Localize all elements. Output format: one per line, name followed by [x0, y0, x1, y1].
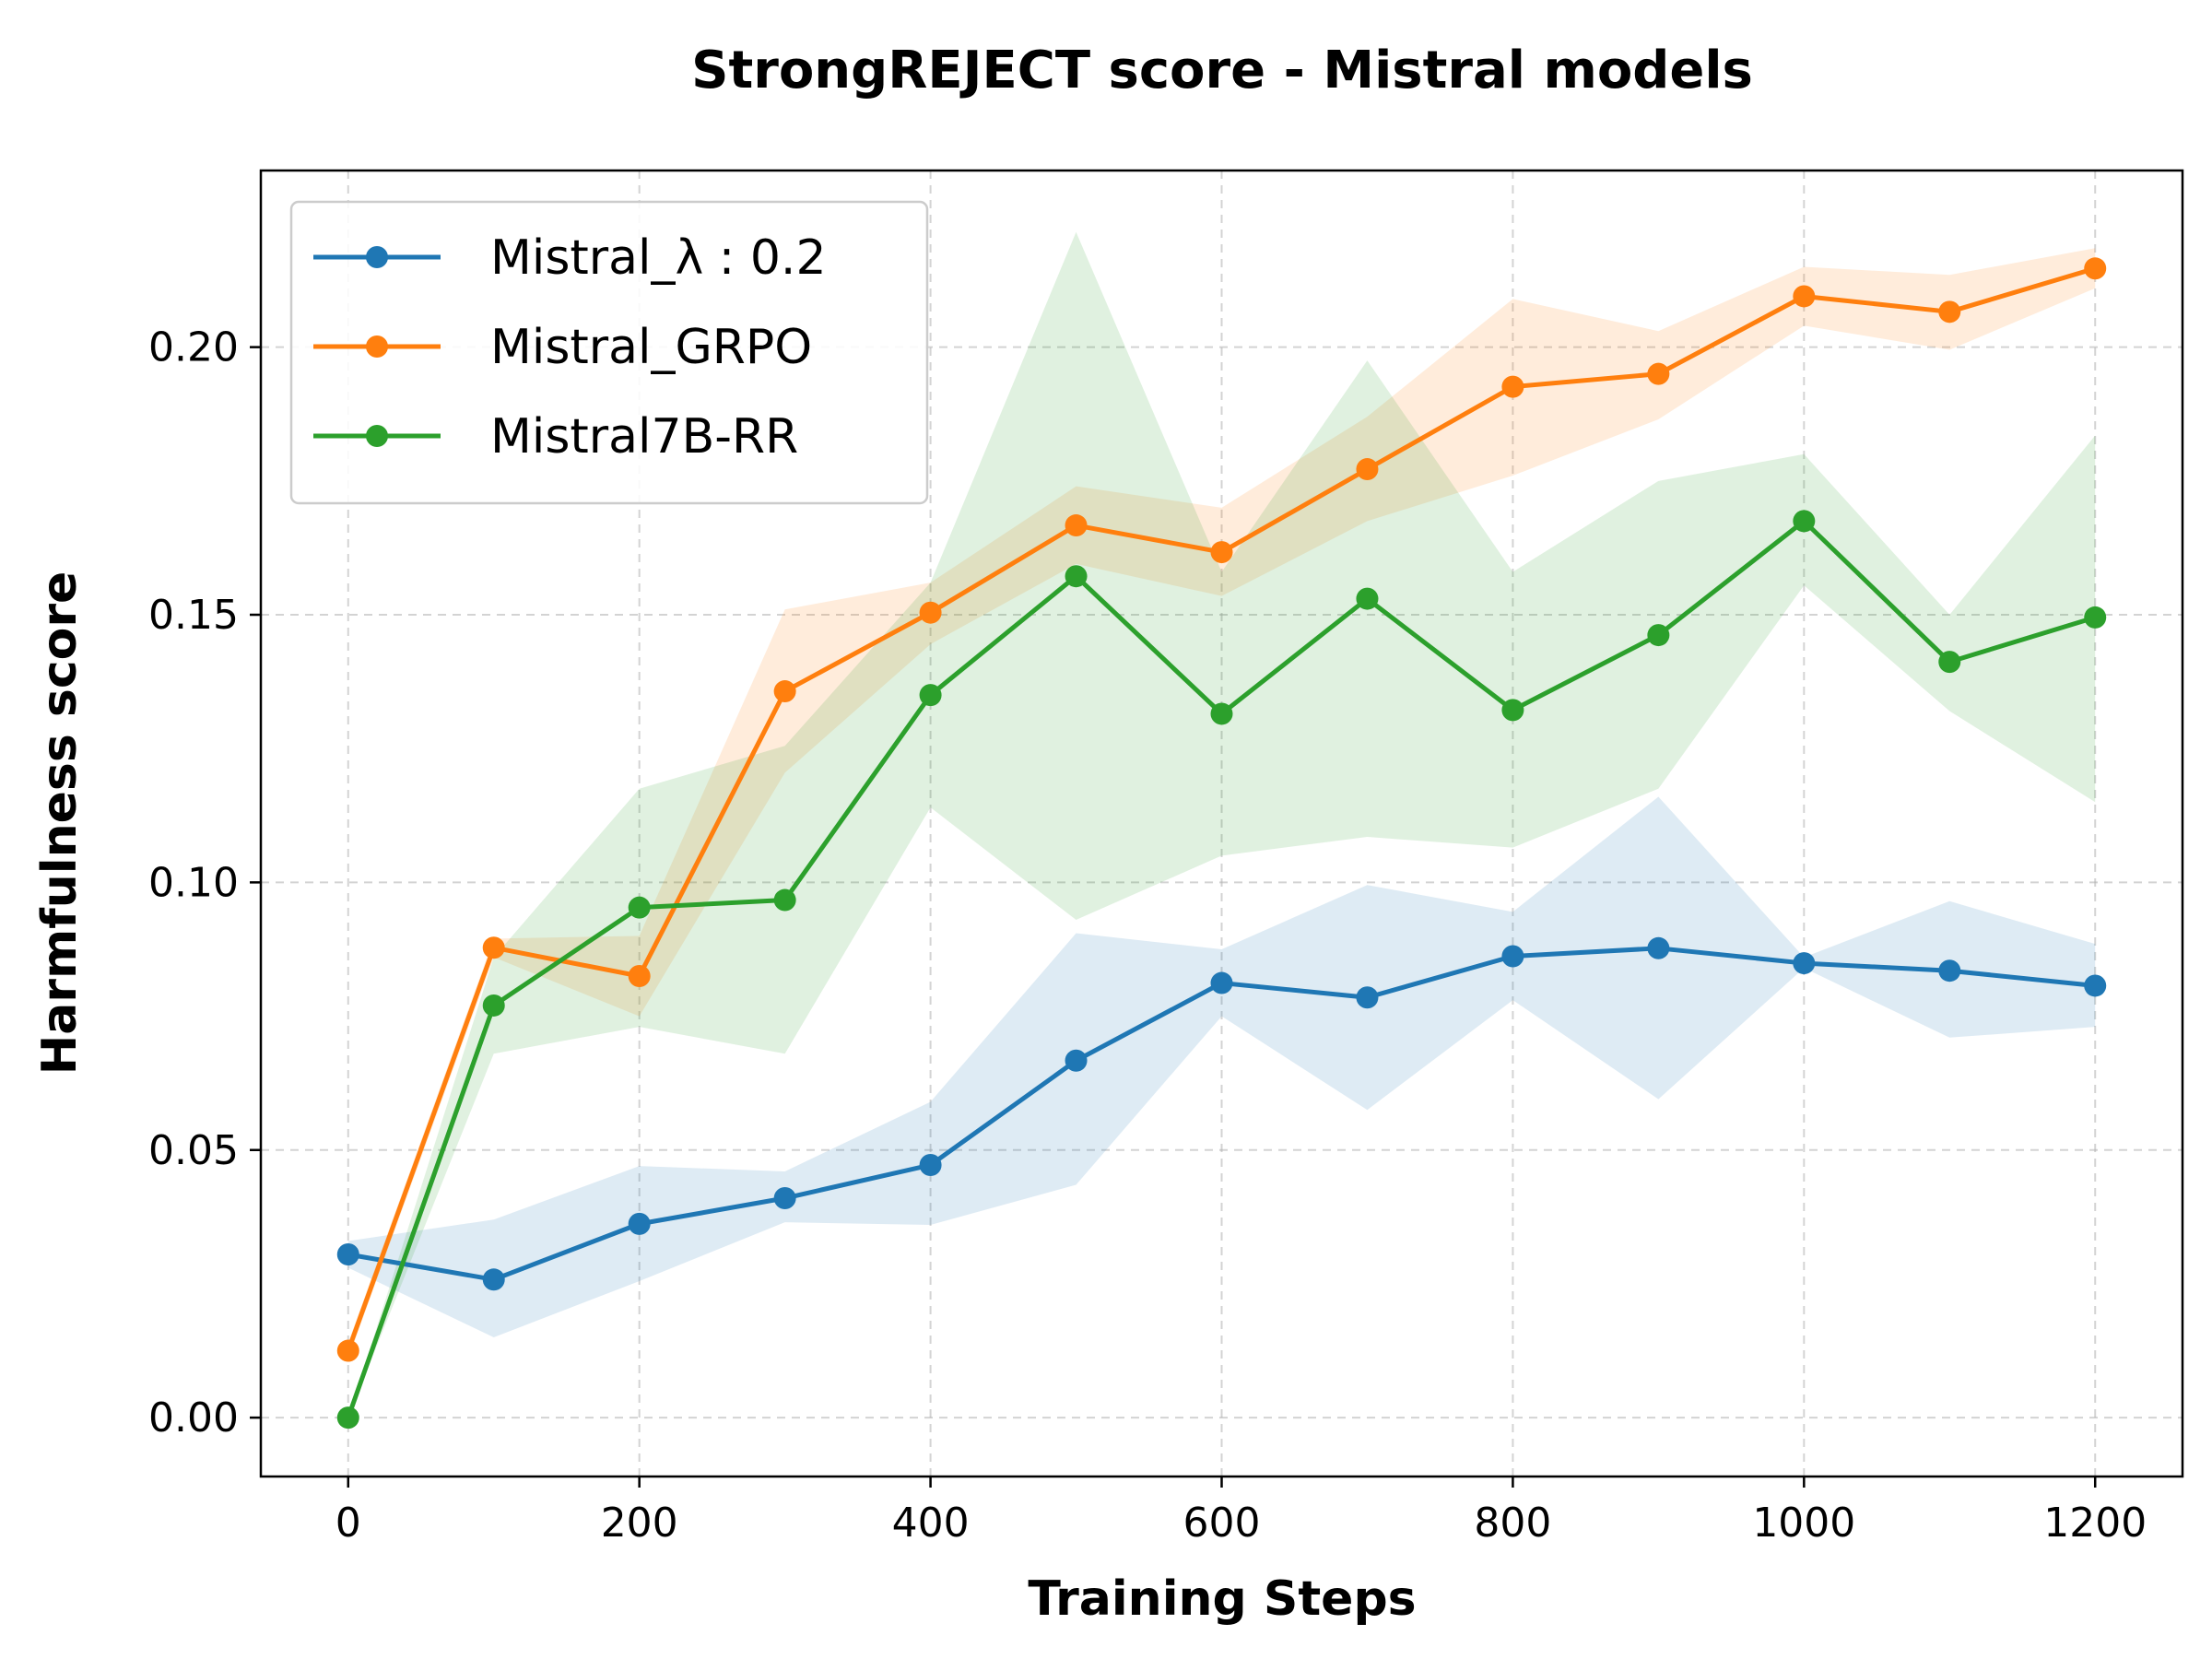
legend-marker — [366, 335, 388, 358]
series-3-point — [482, 994, 505, 1017]
series-1-point — [1356, 986, 1379, 1009]
series-points — [336, 257, 2107, 1430]
series-2-point — [1938, 300, 1961, 324]
series-2-point — [1356, 458, 1379, 481]
y-tick-label: 0.20 — [148, 324, 239, 371]
legend-marker — [366, 425, 388, 447]
x-tick-label: 1000 — [1752, 1500, 1855, 1547]
x-axis: 0 200 400 600 800 1000 1200 — [335, 1477, 2147, 1547]
series-2-point — [1210, 541, 1233, 564]
series-1-point — [1647, 936, 1670, 959]
series-1-point — [336, 1242, 359, 1265]
x-tick-label: 0 — [335, 1500, 361, 1547]
series-2-point — [628, 965, 651, 988]
series-2-point — [773, 680, 796, 703]
series-3-point — [2084, 606, 2107, 629]
series-2-point — [1647, 362, 1670, 385]
series-1-point — [919, 1154, 942, 1177]
series-1-point — [482, 1268, 505, 1291]
series-1-point — [1210, 971, 1233, 994]
series-1-point — [1793, 952, 1816, 975]
x-tick-label: 400 — [892, 1500, 970, 1547]
y-tick-label: 0.05 — [148, 1127, 239, 1174]
series-2-point — [1501, 375, 1524, 398]
series-1-point — [773, 1187, 796, 1210]
series-3-point — [1356, 587, 1379, 610]
series-1-point — [628, 1212, 651, 1235]
series-3-band — [347, 231, 2096, 1418]
legend-frame — [289, 200, 929, 505]
y-axis-label: Harmfulness score — [32, 571, 88, 1076]
series-1-point — [1065, 1049, 1088, 1072]
grid — [261, 171, 2183, 1477]
series-3-point — [336, 1406, 359, 1430]
series-3-point — [1210, 702, 1233, 725]
series-3-point — [1938, 651, 1961, 674]
legend-label: Mistral_GRPO — [490, 320, 812, 375]
y-axis: 0.00 0.05 0.10 0.15 0.20 — [148, 324, 261, 1441]
x-tick-label: 600 — [1183, 1500, 1261, 1547]
legend-label: Mistral_λ : 0.2 — [490, 230, 827, 286]
series-2-point — [919, 601, 942, 624]
series-3-point — [773, 888, 796, 912]
chart-title: StrongREJECT score - Mistral models — [691, 41, 1753, 100]
x-tick-label: 800 — [1474, 1500, 1551, 1547]
series-3-point — [628, 896, 651, 919]
y-tick-label: 0.15 — [148, 592, 239, 639]
series-3-point — [919, 684, 942, 707]
series-3-point — [1793, 510, 1816, 533]
legend: Mistral_λ : 0.2 Mistral_GRPO Mistral7B-RR — [289, 200, 929, 505]
series-3-point — [1501, 699, 1524, 722]
x-axis-label: Training Steps — [1028, 1571, 1416, 1627]
y-tick-label: 0.10 — [148, 859, 239, 906]
series-2-point — [336, 1339, 359, 1362]
x-tick-label: 200 — [601, 1500, 678, 1547]
series-1-point — [1938, 959, 1961, 982]
series-2-point — [1793, 285, 1816, 308]
series-2-point — [2084, 257, 2107, 280]
series-2-point — [482, 936, 505, 959]
series-3-point — [1647, 624, 1670, 647]
legend-label: Mistral7B-RR — [490, 409, 798, 465]
x-tick-label: 1200 — [2043, 1500, 2147, 1547]
series-2-point — [1065, 514, 1088, 537]
series-3-point — [1065, 565, 1088, 588]
series-1-point — [2084, 974, 2107, 997]
legend-marker — [366, 246, 388, 268]
series-1-point — [1501, 945, 1524, 968]
y-tick-label: 0.00 — [148, 1394, 239, 1441]
